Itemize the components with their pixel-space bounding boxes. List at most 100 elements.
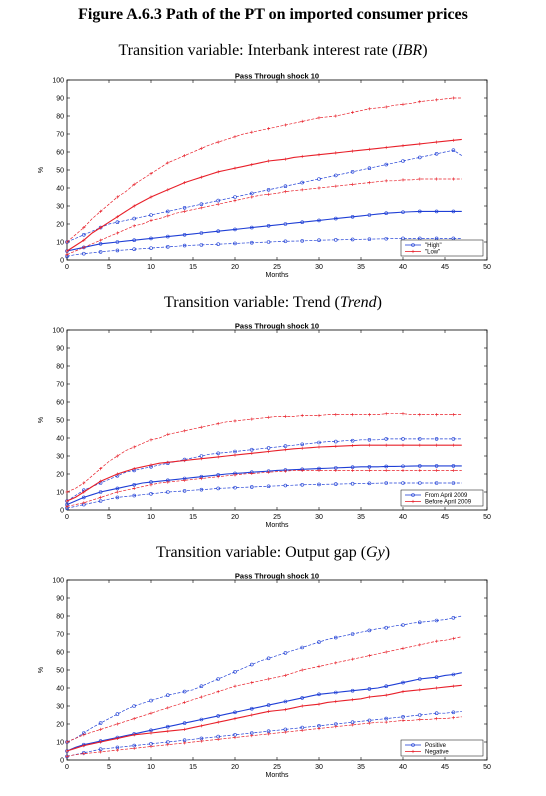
data-point bbox=[115, 748, 119, 752]
data-point bbox=[266, 484, 271, 489]
data-point bbox=[82, 245, 86, 249]
data-point bbox=[115, 722, 119, 726]
chart-title: Pass Through shock 10 bbox=[235, 72, 319, 81]
x-tick-label: 35 bbox=[357, 514, 365, 521]
panel-1-heading: Transition variable: Interbank interest … bbox=[0, 42, 546, 60]
data-point bbox=[300, 696, 305, 700]
data-point bbox=[384, 105, 388, 109]
data-point bbox=[317, 116, 321, 120]
data-point bbox=[283, 184, 288, 188]
data-point bbox=[317, 692, 321, 697]
y-tick-label: 60 bbox=[56, 650, 64, 657]
panel-2-heading-suffix: ) bbox=[376, 294, 382, 311]
x-tick-label: 50 bbox=[483, 764, 491, 771]
data-point bbox=[418, 177, 422, 181]
data-point bbox=[149, 698, 153, 703]
data-point bbox=[99, 727, 103, 731]
data-point bbox=[334, 413, 338, 417]
data-point bbox=[267, 127, 271, 131]
y-tick-label: 40 bbox=[56, 686, 64, 693]
data-point bbox=[367, 443, 371, 447]
data-point bbox=[166, 214, 170, 218]
x-tick-label: 45 bbox=[441, 264, 449, 271]
data-point bbox=[216, 455, 220, 459]
data-point bbox=[333, 173, 338, 178]
data-point bbox=[98, 242, 103, 246]
data-point bbox=[216, 451, 220, 456]
data-point bbox=[199, 717, 204, 722]
data-point bbox=[99, 740, 103, 744]
data-point bbox=[367, 468, 371, 472]
figure-title: Figure A.6.3 Path of the PT on imported … bbox=[78, 6, 468, 23]
data-point bbox=[216, 486, 220, 491]
data-point bbox=[266, 188, 271, 192]
x-tick-label: 20 bbox=[231, 764, 239, 771]
y-tick-label: 40 bbox=[56, 436, 64, 443]
data-point bbox=[149, 744, 153, 749]
data-point bbox=[65, 490, 69, 494]
data-point bbox=[283, 190, 287, 194]
data-point bbox=[250, 225, 254, 230]
data-point bbox=[300, 119, 304, 123]
data-point bbox=[250, 734, 254, 738]
data-point bbox=[451, 684, 455, 688]
x-tick-label: 25 bbox=[273, 514, 281, 521]
data-point bbox=[317, 482, 321, 487]
y-tick-label: 80 bbox=[56, 114, 64, 121]
data-point bbox=[199, 739, 203, 743]
series-line bbox=[66, 444, 462, 502]
y-tick-label: 0 bbox=[60, 258, 64, 265]
data-point bbox=[115, 220, 120, 224]
data-point bbox=[182, 233, 187, 237]
series-red-center bbox=[65, 684, 462, 753]
data-point bbox=[199, 425, 203, 429]
data-point bbox=[82, 481, 86, 485]
data-point bbox=[166, 432, 170, 436]
data-point bbox=[182, 206, 187, 210]
data-point bbox=[82, 733, 86, 737]
data-point bbox=[233, 710, 237, 715]
data-point bbox=[418, 142, 422, 146]
data-point bbox=[216, 170, 220, 174]
y-tick-label: 100 bbox=[52, 328, 64, 335]
x-tick-label: 35 bbox=[357, 764, 365, 771]
panel-3-heading: Transition variable: Output gap (Gy) bbox=[0, 544, 546, 562]
data-point bbox=[132, 746, 136, 750]
y-tick-label: 40 bbox=[56, 186, 64, 193]
series-line bbox=[66, 238, 462, 257]
data-point bbox=[418, 100, 422, 104]
data-point bbox=[267, 159, 271, 163]
y-tick-label: 70 bbox=[56, 632, 64, 639]
data-point bbox=[367, 628, 372, 633]
x-tick-label: 30 bbox=[315, 514, 323, 521]
data-point bbox=[283, 699, 288, 704]
data-point bbox=[384, 720, 388, 724]
data-point bbox=[132, 483, 136, 487]
data-point bbox=[199, 684, 204, 688]
data-point bbox=[435, 468, 439, 472]
data-point bbox=[233, 717, 237, 721]
legend-label: Positive bbox=[425, 743, 447, 749]
data-point bbox=[333, 635, 338, 640]
data-point bbox=[418, 643, 422, 647]
x-tick-label: 5 bbox=[107, 264, 111, 271]
data-point bbox=[99, 238, 103, 242]
data-point bbox=[99, 495, 103, 499]
data-point bbox=[434, 618, 439, 623]
data-point bbox=[334, 725, 338, 729]
data-point bbox=[132, 247, 136, 251]
data-point bbox=[401, 210, 405, 214]
data-point bbox=[250, 713, 254, 717]
series-line bbox=[66, 711, 462, 757]
y-tick-label: 0 bbox=[60, 508, 64, 515]
data-point bbox=[199, 695, 203, 699]
data-point bbox=[334, 661, 338, 665]
data-point bbox=[300, 446, 304, 450]
data-point bbox=[233, 227, 237, 232]
chart-title: Pass Through shock 10 bbox=[235, 572, 319, 581]
x-axis-label: Months bbox=[266, 272, 289, 279]
data-point bbox=[300, 239, 305, 243]
data-point bbox=[132, 717, 136, 721]
series-line bbox=[66, 716, 462, 757]
